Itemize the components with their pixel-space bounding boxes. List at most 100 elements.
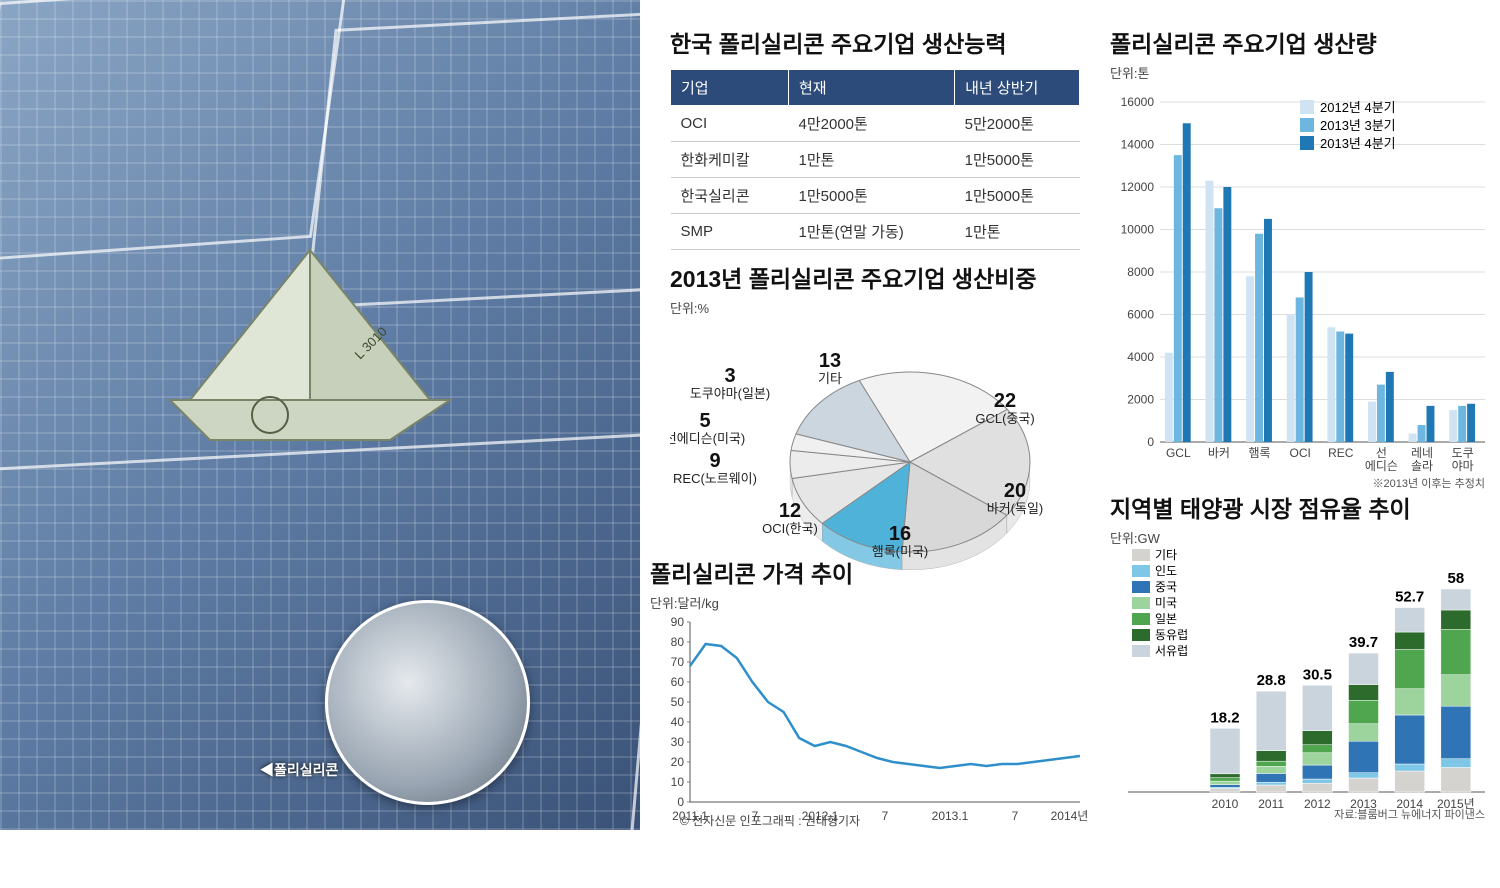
bar1-note: ※2013년 이후는 추정치 xyxy=(1373,475,1485,491)
svg-text:OCI: OCI xyxy=(1289,446,1310,460)
dollar-boat-illustration: L 3010 xyxy=(150,240,470,450)
svg-text:18.2: 18.2 xyxy=(1210,709,1239,726)
svg-text:REC(노르웨이): REC(노르웨이) xyxy=(673,471,757,486)
bar1-unit: 단위:톤 xyxy=(1110,63,1490,82)
svg-text:2012년 4분기: 2012년 4분기 xyxy=(1320,100,1396,115)
svg-text:13: 13 xyxy=(819,350,841,372)
svg-text:야마: 야마 xyxy=(1452,459,1474,473)
table-header: 기업 xyxy=(671,70,789,106)
table-row: SMP1만톤(연말 가동)1만톤 xyxy=(671,214,1080,250)
bar1-title: 폴리실리콘 주요기업 생산량 xyxy=(1110,25,1490,59)
capacity-table: 한국 폴리실리콘 주요기업 생산능력 기업현재내년 상반기 OCI4만2000톤… xyxy=(670,25,1080,250)
production-bar-chart: 폴리실리콘 주요기업 생산량 단위:톤 0 2000 4000 6000 8000 100… xyxy=(1110,25,1490,487)
pie-unit: 단위:% xyxy=(670,298,1090,317)
svg-text:0: 0 xyxy=(677,795,684,809)
svg-text:서유럽: 서유럽 xyxy=(1155,644,1188,658)
svg-text:10: 10 xyxy=(671,775,685,789)
svg-text:인도: 인도 xyxy=(1155,564,1177,578)
table-row: 한화케미칼1만톤1만5000톤 xyxy=(671,142,1080,178)
svg-text:4000: 4000 xyxy=(1127,350,1154,364)
credit-line: © 전자신문 인포그래픽 : 권태형기자 xyxy=(680,812,860,829)
inset-label: ◀폴리실리콘 xyxy=(260,760,338,780)
svg-text:10000: 10000 xyxy=(1121,223,1155,237)
svg-text:20: 20 xyxy=(671,755,685,769)
bar2-svg: 기타인도중국미국일본동유럽서유럽18.2201028.8201130.52012… xyxy=(1110,547,1490,817)
svg-text:22: 22 xyxy=(994,390,1016,412)
svg-text:2013.1: 2013.1 xyxy=(932,809,969,823)
svg-text:58: 58 xyxy=(1447,570,1464,587)
svg-text:선에디슨(미국): 선에디슨(미국) xyxy=(670,431,745,446)
svg-text:바커(독일): 바커(독일) xyxy=(987,501,1044,516)
table-header: 내년 상반기 xyxy=(955,70,1080,106)
svg-text:햄록: 햄록 xyxy=(1248,446,1270,460)
price-line-chart: 폴리실리콘 가격 추이 단위:달러/kg 0 10 20 30 40 50 60 70 80 90… xyxy=(650,555,1090,832)
svg-text:미국: 미국 xyxy=(1155,596,1177,610)
table-header: 현재 xyxy=(789,70,955,106)
svg-text:16: 16 xyxy=(889,523,911,545)
svg-text:6000: 6000 xyxy=(1127,308,1154,322)
svg-text:중국: 중국 xyxy=(1155,580,1177,594)
line-title: 폴리실리콘 가격 추이 xyxy=(650,555,1090,589)
table: 기업현재내년 상반기 OCI4만2000톤5만2000톤한화케미칼1만톤1만50… xyxy=(670,69,1080,250)
svg-text:9: 9 xyxy=(709,450,720,472)
svg-text:기타: 기타 xyxy=(818,371,842,386)
svg-text:12: 12 xyxy=(779,500,801,522)
charts-region: 한국 폴리실리콘 주요기업 생산능력 기업현재내년 상반기 OCI4만2000톤… xyxy=(640,0,1500,830)
svg-text:20: 20 xyxy=(1004,480,1026,502)
svg-text:52.7: 52.7 xyxy=(1395,589,1424,606)
svg-text:12000: 12000 xyxy=(1121,180,1155,194)
svg-text:5: 5 xyxy=(699,410,710,432)
svg-text:도쿠: 도쿠 xyxy=(1452,446,1474,460)
svg-text:30: 30 xyxy=(671,735,685,749)
svg-text:8000: 8000 xyxy=(1127,265,1154,279)
polysilicon-inset-photo xyxy=(325,600,530,805)
svg-text:2011: 2011 xyxy=(1258,797,1284,811)
market-share-stacked-chart: 지역별 태양광 시장 점유율 추이 단위:GW 기타인도중국미국일본동유럽서유럽… xyxy=(1110,490,1490,822)
svg-text:50: 50 xyxy=(671,695,685,709)
svg-text:2014년 1월: 2014년 1월 xyxy=(1051,809,1090,823)
bar1-svg: 0 2000 4000 6000 8000 10000 12000 14000 16000 201… xyxy=(1110,82,1490,482)
svg-text:40: 40 xyxy=(671,715,685,729)
svg-text:동유럽: 동유럽 xyxy=(1155,628,1188,642)
panel-frame xyxy=(0,0,348,262)
line-unit: 단위:달러/kg xyxy=(650,593,1090,612)
svg-text:2010: 2010 xyxy=(1212,797,1239,811)
svg-text:28.8: 28.8 xyxy=(1257,672,1286,689)
svg-text:2013년 4분기: 2013년 4분기 xyxy=(1320,136,1396,151)
svg-text:솔라: 솔라 xyxy=(1411,459,1433,473)
svg-text:39.7: 39.7 xyxy=(1349,634,1378,651)
bar2-unit: 단위:GW xyxy=(1110,528,1490,547)
svg-text:2013년 3분기: 2013년 3분기 xyxy=(1320,118,1396,133)
svg-text:2000: 2000 xyxy=(1127,393,1154,407)
svg-text:REC: REC xyxy=(1328,446,1354,460)
svg-text:3: 3 xyxy=(724,365,735,387)
table-row: 한국실리콘1만5000톤1만5000톤 xyxy=(671,178,1080,214)
table-title: 한국 폴리실리콘 주요기업 생산능력 xyxy=(670,25,1080,59)
table-row: OCI4만2000톤5만2000톤 xyxy=(671,106,1080,142)
svg-text:7: 7 xyxy=(1012,809,1019,823)
svg-text:30.5: 30.5 xyxy=(1303,666,1332,683)
svg-text:에디슨: 에디슨 xyxy=(1365,459,1398,473)
line-svg: 01020304050607080902011.172012.172013.17… xyxy=(650,612,1090,827)
svg-text:70: 70 xyxy=(671,655,685,669)
svg-text:일본: 일본 xyxy=(1155,612,1177,626)
svg-text:OCI(한국): OCI(한국) xyxy=(762,521,818,536)
svg-text:선: 선 xyxy=(1376,446,1387,460)
pie-title: 2013년 폴리실리콘 주요기업 생산비중 xyxy=(670,260,1090,294)
svg-text:16000: 16000 xyxy=(1121,95,1155,109)
svg-text:0: 0 xyxy=(1147,435,1154,449)
svg-text:바커: 바커 xyxy=(1208,446,1230,460)
svg-text:GCL(중국): GCL(중국) xyxy=(975,411,1034,426)
hero-photo: L 3010 ◀폴리실리콘 xyxy=(0,0,640,830)
svg-text:80: 80 xyxy=(671,635,685,649)
svg-text:GCL: GCL xyxy=(1166,446,1191,460)
svg-text:레네: 레네 xyxy=(1411,446,1433,460)
svg-text:90: 90 xyxy=(671,615,685,629)
svg-text:60: 60 xyxy=(671,675,685,689)
svg-text:14000: 14000 xyxy=(1121,138,1155,152)
bar2-source: 자료:블룸버그 뉴에너지 파이낸스 xyxy=(1334,806,1485,822)
svg-text:도쿠야마(일본): 도쿠야마(일본) xyxy=(690,386,770,401)
pie-svg: 22GCL(중국)20바커(독일)16햄록(미국)12OCI(한국)9REC(노… xyxy=(670,322,1090,572)
svg-text:2012: 2012 xyxy=(1304,797,1331,811)
svg-text:7: 7 xyxy=(882,809,889,823)
